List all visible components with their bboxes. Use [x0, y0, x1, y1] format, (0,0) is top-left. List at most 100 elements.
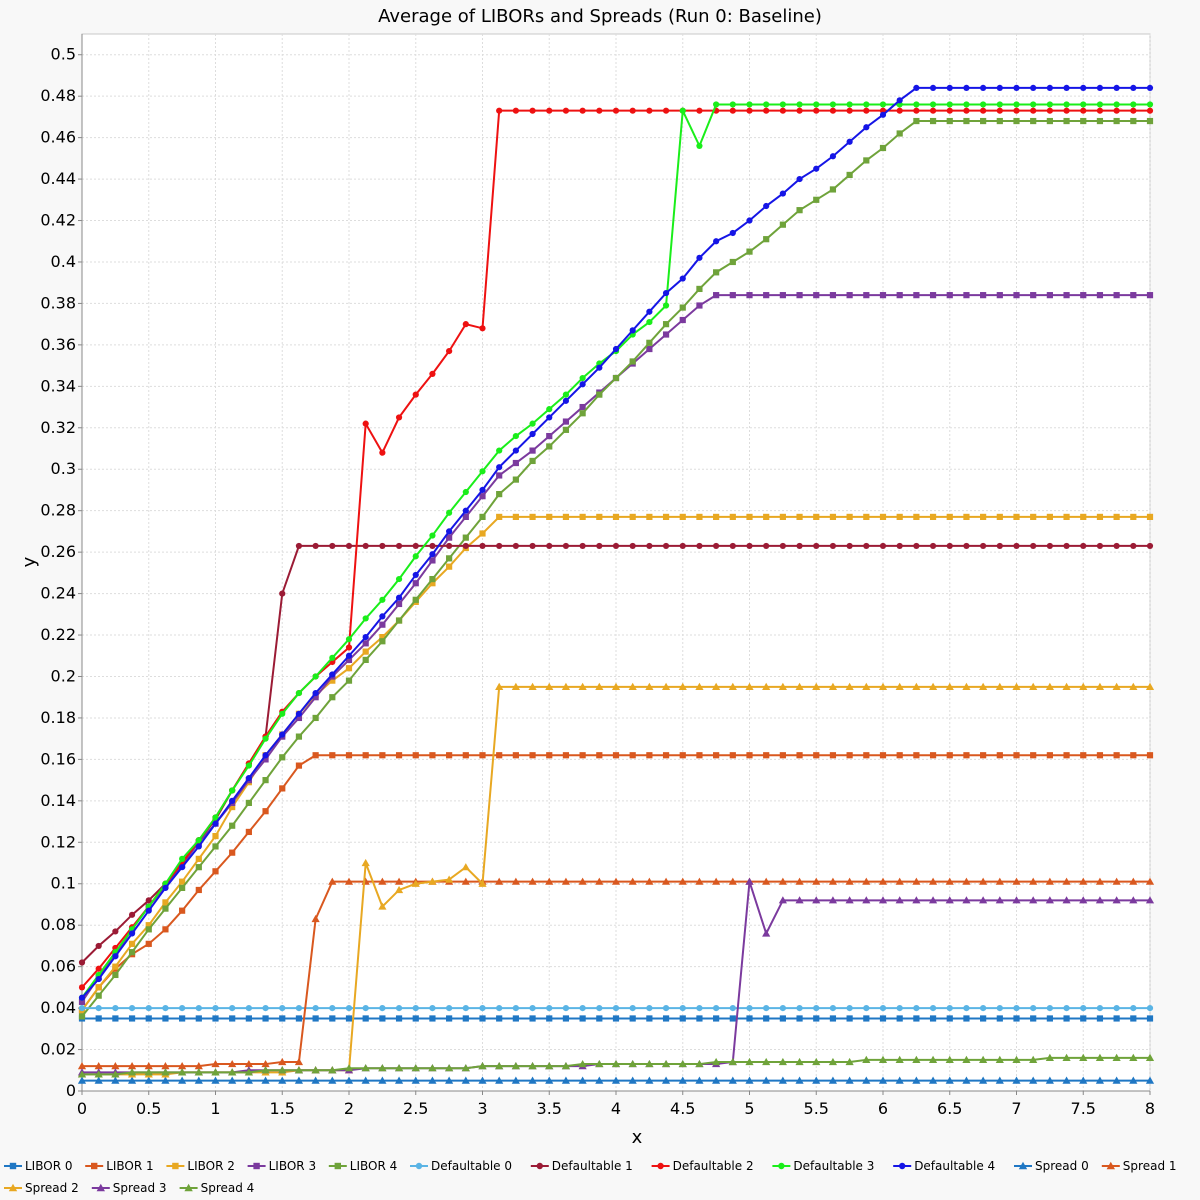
point-libor-0-24	[479, 1015, 486, 1022]
point-defaultable-4-37	[696, 254, 703, 261]
y-axis-label: y	[19, 556, 40, 567]
point-spread-0-14	[311, 1076, 320, 1084]
point-spread-2-57	[1029, 682, 1038, 690]
point-defaultable-2-58	[1046, 107, 1053, 114]
point-libor-2-2	[112, 963, 119, 970]
point-libor-0-36	[679, 1015, 686, 1022]
legend-marker-libor-3	[253, 1162, 260, 1170]
point-spread-0-29	[561, 1076, 571, 1084]
point-spread-4-8	[211, 1068, 220, 1076]
legend-item-spread-1: Spread 1	[1101, 1159, 1177, 1173]
point-libor-4-47	[863, 157, 870, 164]
point-spread-0-39	[728, 1076, 737, 1084]
point-libor-0-58	[1046, 1015, 1053, 1022]
point-defaultable-3-6	[179, 855, 186, 862]
point-defaultable-4-33	[629, 327, 636, 334]
point-libor-3-61	[1096, 292, 1104, 299]
legend-marker-defaultable-2	[657, 1162, 664, 1170]
point-spread-4-62	[1112, 1053, 1121, 1061]
point-spread-1-6	[178, 1062, 187, 1070]
point-defaultable-0-40	[746, 1004, 753, 1012]
point-defaultable-3-53	[963, 101, 970, 108]
point-spread-2-60	[1079, 682, 1088, 690]
point-libor-0-40	[746, 1015, 753, 1022]
point-libor-1-11	[262, 808, 269, 815]
point-defaultable-3-47	[863, 101, 870, 108]
point-defaultable-2-35	[662, 107, 670, 114]
point-libor-3-47	[863, 292, 870, 299]
point-defaultable-0-47	[863, 1004, 870, 1012]
point-defaultable-3-19	[395, 575, 403, 583]
x-tick-label-4: 4	[611, 1099, 621, 1118]
point-spread-4-35	[661, 1059, 671, 1068]
point-defaultable-3-51	[929, 101, 937, 108]
point-libor-3-57	[1030, 292, 1037, 299]
point-libor-4-57	[1030, 117, 1037, 125]
point-defaultable-3-14	[312, 673, 319, 680]
point-spread-1-23	[461, 877, 470, 885]
point-defaultable-4-59	[1063, 84, 1070, 91]
point-defaultable-1-3	[128, 911, 136, 918]
point-libor-0-45	[829, 1015, 837, 1022]
point-spread-0-8	[211, 1076, 220, 1084]
point-defaultable-3-41	[763, 101, 770, 108]
point-defaultable-1-21	[429, 542, 436, 550]
point-libor-4-25	[496, 491, 503, 498]
point-spread-0-24	[478, 1076, 487, 1084]
legend-label-libor-1: LIBOR 1	[106, 1159, 153, 1173]
point-libor-4-46	[846, 171, 853, 179]
point-libor-4-60	[1080, 117, 1087, 125]
point-spread-1-64	[1145, 877, 1155, 885]
point-defaultable-4-49	[896, 97, 903, 104]
point-spread-4-34	[645, 1059, 654, 1068]
point-defaultable-3-39	[729, 101, 736, 108]
point-defaultable-3-44	[813, 101, 820, 108]
point-defaultable-1-24	[479, 542, 486, 550]
point-defaultable-2-27	[529, 107, 536, 114]
point-libor-2-61	[1096, 513, 1104, 521]
point-spread-4-46	[845, 1057, 854, 1066]
point-spread-4-56	[1012, 1055, 1021, 1064]
point-defaultable-0-42	[779, 1004, 786, 1012]
point-defaultable-0-29	[562, 1004, 570, 1012]
point-defaultable-0-28	[546, 1004, 553, 1012]
point-libor-2-17	[362, 648, 369, 655]
point-libor-0-38	[713, 1015, 720, 1022]
point-defaultable-0-19	[395, 1004, 403, 1012]
point-spread-4-14	[311, 1066, 320, 1074]
point-spread-3-58	[1045, 896, 1054, 904]
point-libor-1-18	[379, 752, 386, 759]
point-spread-3-42	[778, 896, 787, 904]
point-defaultable-3-59	[1063, 101, 1070, 108]
point-spread-4-10	[244, 1068, 253, 1076]
point-spread-3-48	[878, 896, 888, 904]
point-defaultable-4-47	[863, 124, 870, 131]
point-spread-4-19	[394, 1064, 404, 1072]
point-spread-2-45	[828, 682, 838, 690]
y-tick-label-0-34: 0.34	[40, 376, 76, 395]
point-libor-0-4	[145, 1015, 152, 1022]
point-spread-0-63	[1129, 1076, 1138, 1084]
point-libor-4-35	[662, 321, 670, 328]
point-defaultable-2-50	[913, 107, 920, 114]
point-spread-4-13	[294, 1066, 304, 1074]
point-spread-0-17	[361, 1076, 370, 1084]
point-defaultable-0-44	[813, 1004, 820, 1012]
point-spread-4-20	[411, 1064, 420, 1072]
point-libor-0-17	[362, 1015, 369, 1022]
point-spread-0-47	[862, 1076, 871, 1084]
point-defaultable-3-23	[462, 488, 469, 496]
point-defaultable-0-60	[1080, 1004, 1087, 1012]
point-libor-2-34	[646, 513, 653, 521]
point-defaultable-0-1	[95, 1004, 102, 1012]
point-defaultable-3-45	[829, 101, 837, 108]
point-defaultable-0-7	[195, 1004, 202, 1012]
point-spread-4-53	[962, 1055, 971, 1064]
point-defaultable-2-23	[462, 321, 469, 328]
point-libor-2-52	[946, 513, 953, 521]
point-libor-4-27	[529, 457, 536, 465]
point-spread-0-26	[511, 1076, 520, 1084]
legend-label-spread-3: Spread 3	[113, 1181, 167, 1195]
x-tick-label-3: 3	[477, 1099, 487, 1118]
x-tick-label-5: 5	[744, 1099, 754, 1118]
